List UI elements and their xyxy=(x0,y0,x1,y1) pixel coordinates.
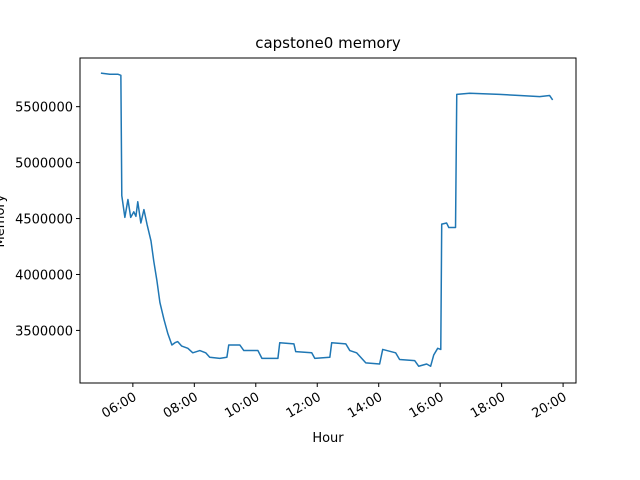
y-axis-label: Memory xyxy=(0,194,8,247)
y-tick-label: 5000000 xyxy=(15,157,73,172)
plot-frame xyxy=(79,57,577,384)
data-line xyxy=(100,72,554,367)
y-tick-label: 4500000 xyxy=(15,213,73,228)
y-tick-label: 3500000 xyxy=(15,324,73,339)
y-tick-label: 5500000 xyxy=(15,101,73,116)
y-tick-label: 4000000 xyxy=(15,268,73,283)
x-axis-label: Hour xyxy=(312,431,344,446)
chart-title: capstone0 memory xyxy=(255,34,401,52)
